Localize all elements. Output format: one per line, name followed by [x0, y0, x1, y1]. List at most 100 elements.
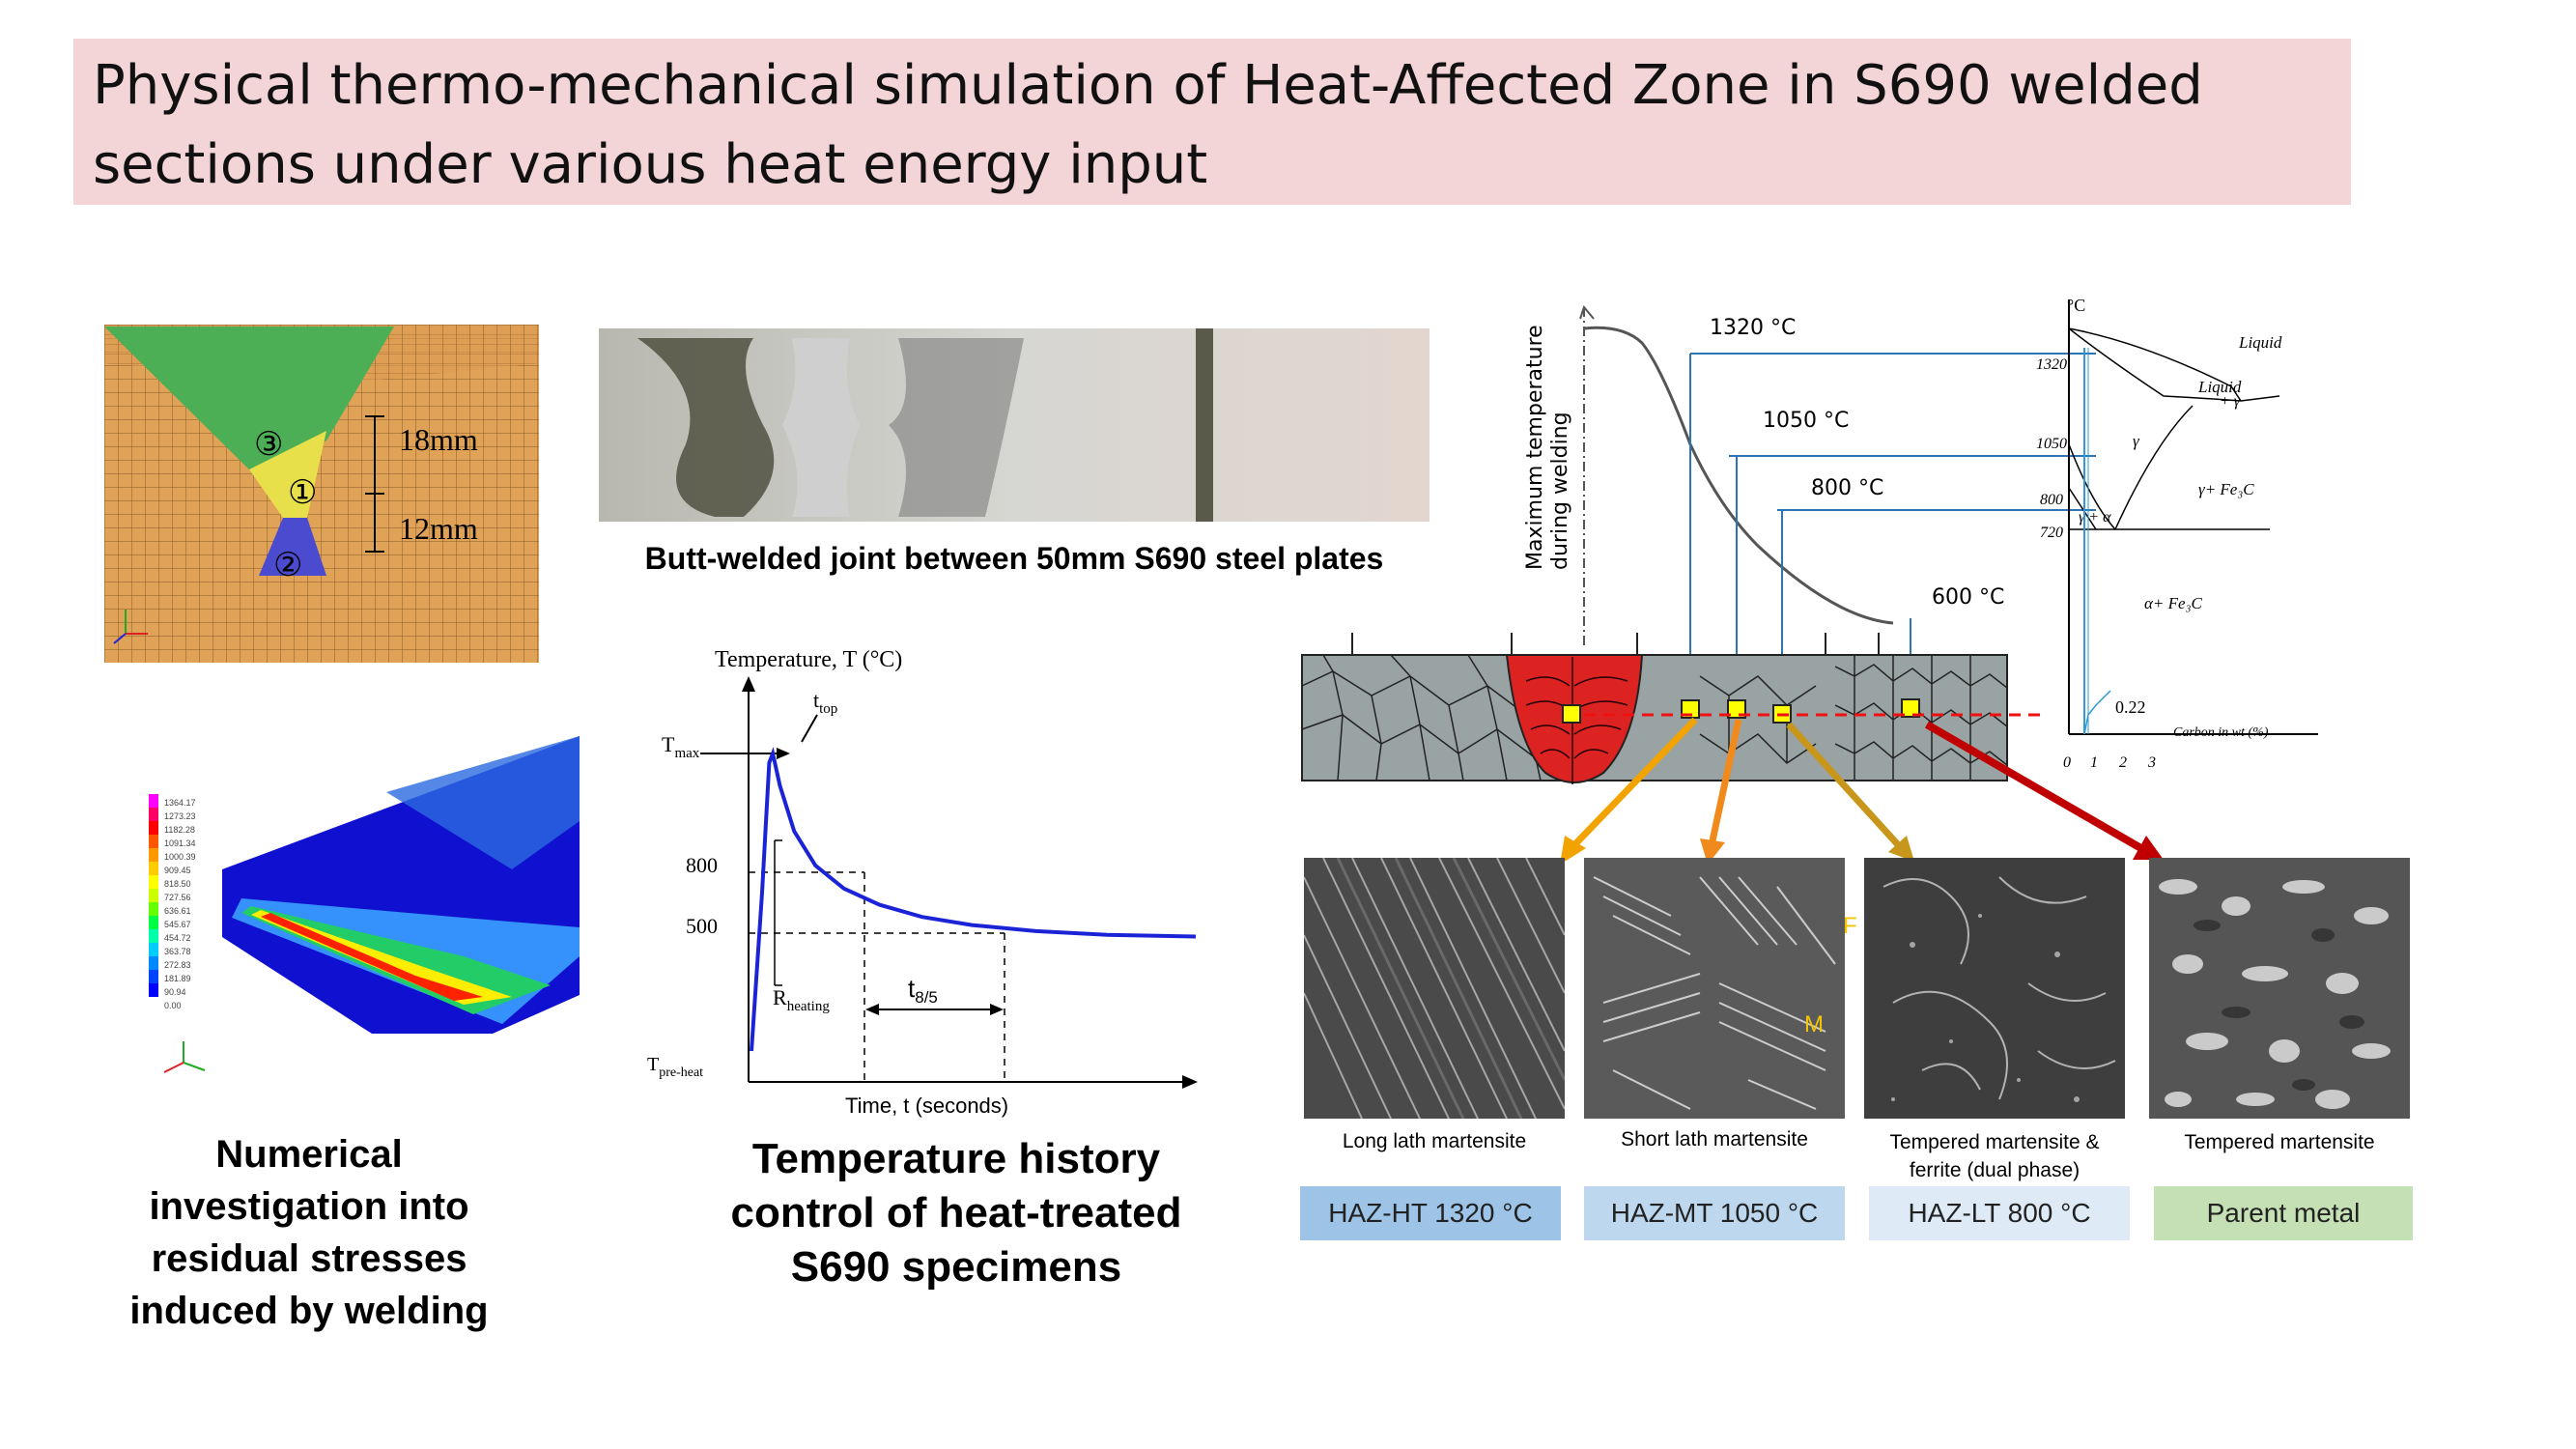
phase-tick-800: 800 [2040, 492, 2063, 508]
phase-tick-1050: 1050 [2036, 436, 2067, 452]
phase-x0: 0 [2063, 754, 2071, 771]
zone-haz-mt: HAZ-MT 1050 °C [1584, 1186, 1845, 1240]
temp-800-label: 800 °C [1811, 476, 1883, 500]
micrograph-parent [2149, 858, 2410, 1119]
phase-tick-1320: 1320 [2036, 356, 2067, 373]
y-axis-label: Temperature, T (°C) [715, 647, 902, 672]
dim-12mm: 12mm [399, 511, 478, 546]
phase-x2: 2 [2119, 754, 2127, 771]
pass-1-marker: ① [288, 473, 317, 512]
temp-600-label: 600 °C [1932, 585, 2004, 610]
zone-haz-ht: HAZ-HT 1320 °C [1300, 1186, 1561, 1240]
weld-photo-caption: Butt-welded joint between 50mm S690 stee… [644, 541, 1384, 576]
arrow-haz-ht [1567, 717, 1698, 853]
weld-root-zone [259, 518, 326, 576]
micro-desc-3: Tempered martensite & ferrite (dual phas… [1889, 1131, 2100, 1181]
residual-stress-figure: 1364.17 1273.23 1182.28 1091.34 1000.39 … [149, 736, 580, 1073]
legend-val: 363.78 [164, 947, 191, 956]
phase-gamma: γ [2133, 432, 2140, 450]
legend-val: 1000.39 [164, 852, 196, 862]
stress-caption-line: residual stresses [151, 1237, 467, 1280]
martensite-marker: M [1804, 1011, 1824, 1037]
ttop-label: ttop [813, 688, 837, 717]
weld-fill-zone [249, 431, 326, 518]
marker-fusion [1562, 704, 1581, 724]
phase-alpha-fe3c: α+ Fe₃C [2144, 594, 2202, 612]
phase-axis-unit: °C [2067, 296, 2085, 315]
temp-1050-label: 1050 °C [1763, 409, 1849, 433]
micrograph-long-lath [1304, 858, 1565, 1119]
tick-500: 500 [686, 914, 718, 938]
legend-val: 1273.23 [164, 811, 196, 821]
temperature-history-chart: Temperature, T (°C) Time, t (seconds) Tm… [647, 647, 1198, 1118]
page-title: Physical thermo-mechanical simulation of… [93, 46, 2334, 205]
pass-2-marker: ② [273, 546, 302, 584]
tick-800: 800 [686, 853, 718, 877]
legend-val: 545.67 [164, 920, 191, 929]
zone-arrows [1560, 717, 2164, 865]
phase-liquid: Liquid [2238, 333, 2282, 352]
phase-gamma-alpha: γ + α [2079, 509, 2111, 526]
phase-liquid-gamma: Liquid [2197, 378, 2242, 396]
dim-18mm: 18mm [399, 422, 478, 457]
weld-photo [599, 328, 1430, 522]
t85-label: t8/5 [908, 974, 938, 1007]
arrow-parent [1924, 721, 2147, 854]
peak-temp-ylabel: during welding [1548, 412, 1572, 570]
stress-caption-line: Numerical [215, 1133, 403, 1176]
stress-legend: 1364.17 1273.23 1182.28 1091.34 1000.39 … [149, 794, 196, 1010]
temperature-curve [750, 747, 1197, 1052]
legend-val: 181.89 [164, 974, 191, 983]
peak-temp-curve [1583, 326, 1894, 625]
stress-caption-line: induced by welding [129, 1290, 489, 1332]
title-line-1: Physical thermo-mechanical simulation of… [93, 54, 2203, 117]
tpreheat-label: Tpre-heat [647, 1054, 703, 1080]
legend-val: 272.83 [164, 960, 191, 970]
title-banner [73, 39, 2351, 205]
phase-x1: 1 [2090, 754, 2098, 771]
legend-val: 1182.28 [164, 825, 195, 835]
carbon-axis-label: Carbon in wt (%) [2173, 725, 2269, 740]
axis-triad-icon [113, 610, 148, 644]
thermal-caption-line: control of heat-treated [730, 1189, 1182, 1236]
phase-gamma-fe3c: γ+ Fe₃C [2198, 480, 2254, 498]
phase-liquid-gamma-2: + γ [2220, 393, 2241, 410]
legend-val: 727.56 [164, 893, 191, 902]
thermal-caption: Temperature history control of heat-trea… [676, 1132, 1236, 1294]
phase-x3: 3 [2147, 754, 2156, 771]
legend-val: 0.00 [164, 1001, 182, 1010]
carbon-022: 0.22 [2115, 697, 2146, 717]
legend-val: 818.50 [164, 879, 191, 889]
arrow-haz-mt [1708, 719, 1742, 846]
fe-c-phase-diagram: °C 1320 1050 800 720 Liquid Liquid + γ γ… [2036, 296, 2318, 771]
micro-desc-1: Long lath martensite [1342, 1130, 1527, 1152]
legend-val: 909.45 [164, 866, 191, 875]
stress-caption: Numerical investigation into residual st… [77, 1128, 541, 1337]
legend-val: 1364.17 [164, 798, 196, 808]
legend-val: 1091.34 [164, 838, 196, 848]
peak-temp-ylabel: Maximum temperature [1523, 325, 1547, 570]
legend-val: 90.94 [164, 987, 186, 997]
fe-model-figure: 18mm 12mm ③ ① ② [104, 325, 539, 663]
stress-caption-line: investigation into [149, 1185, 469, 1228]
pass-3-marker: ③ [254, 425, 283, 464]
micro-desc-4: Tempered martensite [2184, 1131, 2375, 1153]
micrograph-dual-phase [1864, 858, 2125, 1119]
zone-parent-metal: Parent metal [2154, 1186, 2413, 1240]
title-line-2: sections under various heat energy input [93, 133, 1208, 196]
legend-val: 454.72 [164, 933, 191, 943]
zone-haz-lt: HAZ-LT 800 °C [1869, 1186, 2130, 1240]
x-axis-label: Time, t (seconds) [845, 1094, 1008, 1118]
micrograph-short-lath: M [1584, 858, 1845, 1119]
marker-parent [1901, 698, 1920, 718]
arrow-haz-lt [1786, 722, 1906, 853]
thermal-caption-line: Temperature history [751, 1135, 1161, 1182]
temp-1320-label: 1320 °C [1710, 316, 1796, 340]
phase-tick-720: 720 [2040, 525, 2063, 541]
rheating-label: Rheating [773, 985, 830, 1014]
micro-desc-2: Short lath martensite [1621, 1128, 1808, 1151]
thermal-caption-line: S690 specimens [790, 1243, 1122, 1291]
tmax-label: Tmax [662, 732, 700, 761]
legend-val: 636.61 [164, 906, 191, 916]
ferrite-marker: F [1843, 913, 1857, 939]
